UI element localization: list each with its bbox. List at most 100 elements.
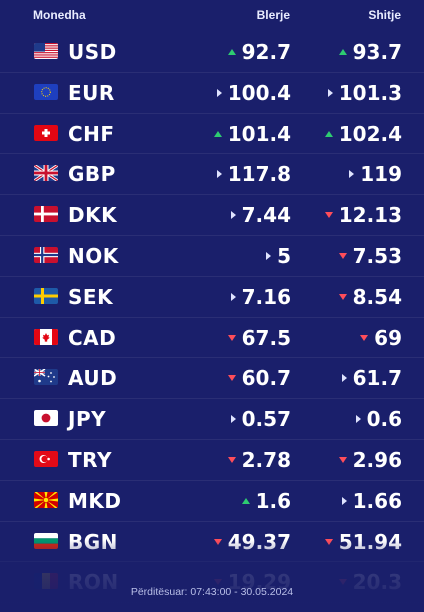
buy-rate: 0.57 [230, 407, 291, 432]
sell-rate-value: 93.7 [352, 40, 402, 64]
flag-tr-icon [34, 450, 58, 467]
buy-rate-value: 60.7 [241, 366, 291, 391]
sell-column-header: Shitje [368, 8, 401, 22]
sell-rate: 61.7 [341, 366, 402, 391]
currency-code: USD [68, 40, 117, 64]
trend-down-icon [324, 212, 333, 219]
sell-rate-value: 101.3 [338, 80, 402, 105]
sell-rate-value: 2.96 [352, 447, 402, 472]
trend-up-icon [324, 130, 333, 137]
trend-unchanged-icon [355, 415, 361, 424]
buy-rate-value: 7.16 [241, 284, 291, 309]
buy-rate-value: 92.7 [241, 40, 291, 64]
buy-rate-value: 117.8 [227, 162, 291, 187]
currency-code: AUD [68, 366, 118, 391]
table-header: Monedha Blerje Shitje [0, 0, 424, 30]
sell-rate: 101.3 [327, 80, 402, 105]
trend-down-icon [338, 293, 347, 300]
flag-mk-icon [34, 491, 58, 508]
trend-unchanged-icon [230, 415, 236, 424]
sell-rate-value: 8.54 [352, 284, 402, 309]
sell-rate: 0.6 [355, 407, 402, 431]
trend-unchanged-icon [216, 170, 222, 179]
currency-code: NOK [68, 243, 119, 268]
buy-column-header: Blerje [256, 8, 290, 22]
sell-rate-value: 1.66 [352, 488, 402, 513]
sell-rate-value: 61.7 [352, 366, 402, 391]
sell-rate-value: 119 [360, 162, 402, 187]
buy-rate-value: 7.44 [241, 203, 291, 228]
trend-down-icon [213, 579, 222, 586]
flag-no-icon [34, 246, 58, 263]
currency-code: BGN [68, 529, 118, 554]
buy-rate-value: 0.57 [241, 407, 291, 432]
currency-code: JPY [68, 407, 107, 432]
trend-down-icon [338, 456, 347, 463]
buy-rate-value: 101.4 [227, 121, 291, 146]
trend-unchanged-icon [230, 211, 236, 220]
trend-down-icon [227, 375, 236, 382]
trend-up-icon [213, 130, 222, 137]
rate-row-try[interactable]: TRY 2.78 2.96 [0, 440, 424, 481]
rate-row-eur[interactable]: EUR 100.4 101.3 [0, 73, 424, 114]
rate-row-jpy[interactable]: JPY 0.57 0.6 [0, 399, 424, 440]
trend-down-icon [227, 456, 236, 463]
currency-code: MKD [68, 488, 122, 513]
sell-rate-value: 69 [374, 325, 402, 350]
flag-ch-icon [34, 124, 58, 141]
trend-unchanged-icon [216, 88, 222, 97]
sell-rate: 7.53 [338, 243, 402, 268]
buy-rate: 100.4 [216, 80, 291, 105]
sell-rate: 8.54 [338, 284, 402, 309]
trend-down-icon [360, 334, 369, 341]
rate-row-bgn[interactable]: BGN 49.37 51.94 [0, 522, 424, 563]
trend-unchanged-icon [230, 292, 236, 301]
sell-rate: 1.66 [341, 488, 402, 513]
buy-rate: 7.44 [230, 203, 291, 228]
buy-rate-value: 1.6 [255, 488, 291, 513]
rate-row-cad[interactable]: CAD 67.5 69 [0, 318, 424, 359]
rate-row-mkd[interactable]: MKD 1.6 1.66 [0, 481, 424, 522]
buy-rate: 7.16 [230, 284, 291, 309]
buy-rate-value: 100.4 [227, 80, 291, 105]
sell-rate-value: 51.94 [338, 529, 402, 554]
currency-code: TRY [68, 447, 112, 472]
rate-row-dkk[interactable]: DKK 7.44 12.13 [0, 195, 424, 236]
last-updated-text: Përditësuar: 07:43:00 - 30.05.2024 [130, 586, 294, 598]
sell-rate-value: 102.4 [338, 121, 402, 146]
sell-rate-value: 7.53 [352, 243, 402, 268]
currency-code: CAD [68, 325, 117, 350]
trend-down-icon [338, 252, 347, 259]
buy-rate-value: 2.78 [241, 447, 291, 472]
sell-rate: 51.94 [324, 529, 402, 554]
trend-unchanged-icon [327, 88, 333, 97]
rates-list[interactable]: USD 92.7 93.7 EUR 100.4 101.3 CHF 101.4 102.4 GBP… [0, 32, 424, 604]
currency-column-header: Monedha [33, 8, 86, 22]
buy-rate: 60.7 [227, 366, 291, 391]
rate-row-gbp[interactable]: GBP 117.8 119 [0, 154, 424, 196]
buy-rate: 92.7 [227, 40, 291, 64]
trend-up-icon [241, 497, 250, 504]
trend-unchanged-icon [341, 496, 347, 505]
sell-rate: 12.13 [324, 203, 402, 227]
currency-code: GBP [68, 162, 116, 187]
flag-au-icon [34, 369, 58, 386]
sell-rate: 69 [360, 326, 402, 350]
sell-rate: 119 [349, 162, 402, 186]
buy-rate: 49.37 [213, 530, 291, 554]
flag-ca-icon [34, 328, 58, 345]
trend-up-icon [227, 49, 236, 55]
rate-row-nok[interactable]: NOK 5 7.53 [0, 236, 424, 277]
trend-down-icon [338, 579, 347, 586]
rate-row-chf[interactable]: CHF 101.4 102.4 [0, 114, 424, 155]
buy-rate: 67.5 [227, 326, 291, 350]
rate-row-usd[interactable]: USD 92.7 93.7 [0, 32, 424, 73]
sell-rate: 2.96 [338, 447, 402, 472]
rate-row-aud[interactable]: AUD 60.7 61.7 [0, 358, 424, 400]
buy-rate: 101.4 [213, 121, 291, 146]
flag-jp-icon [34, 410, 58, 427]
buy-rate: 117.8 [216, 162, 291, 187]
currency-code: EUR [68, 80, 115, 105]
trend-unchanged-icon [349, 170, 355, 179]
rate-row-sek[interactable]: SEK 7.16 8.54 [0, 277, 424, 318]
